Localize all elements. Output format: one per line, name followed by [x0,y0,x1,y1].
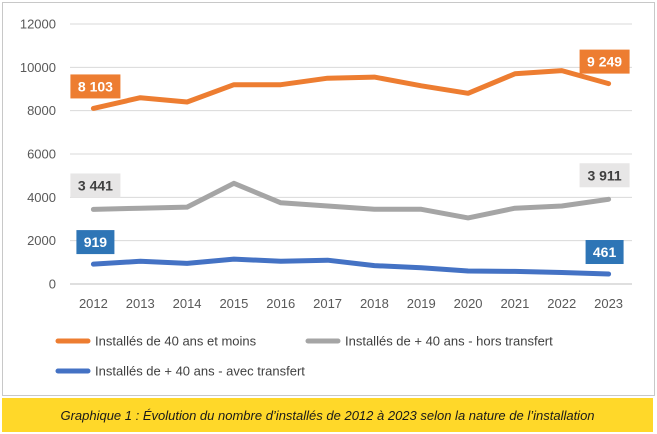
series-line [90,68,612,111]
data-label-box [76,230,115,255]
y-tick-label: 6000 [27,147,56,162]
data-label: 461 [593,244,617,260]
x-tick-label: 2020 [454,296,483,311]
series-line [90,180,612,221]
data-label-box [70,173,121,198]
y-tick-label: 4000 [27,190,56,205]
y-tick-label: 2000 [27,233,56,248]
legend-label: Installés de 40 ans et moins [95,334,257,349]
data-label: 3 911 [587,167,621,183]
x-tick-label: 2023 [594,296,623,311]
x-tick-label: 2015 [219,296,248,311]
legend-label: Installés de + 40 ans - avec transfert [95,364,305,379]
x-tick-label: 2017 [313,296,342,311]
x-tick-label: 2021 [500,296,529,311]
figure-caption: Graphique 1 : Évolution du nombre d’inst… [2,398,653,432]
y-tick-label: 0 [49,277,56,292]
data-label-box [70,74,121,99]
x-tick-label: 2018 [360,296,389,311]
y-tick-label: 10000 [20,60,56,75]
x-tick-label: 2022 [547,296,576,311]
x-tick-label: 2013 [126,296,155,311]
series-line [90,256,612,277]
data-label: 9 249 [587,54,622,70]
y-tick-label: 12000 [20,17,56,32]
x-tick-label: 2016 [266,296,295,311]
legend-label: Installés de + 40 ans - hors transfert [345,334,553,349]
data-label: 8 103 [78,78,113,94]
data-label-box [579,163,630,188]
y-tick-label: 8000 [27,103,56,118]
x-tick-label: 2019 [407,296,436,311]
x-tick-label: 2012 [79,296,108,311]
data-label-box [579,49,630,74]
x-tick-label: 2014 [173,296,202,311]
data-label-box [585,240,624,265]
data-label: 3 441 [78,177,113,193]
data-label: 919 [84,234,108,250]
